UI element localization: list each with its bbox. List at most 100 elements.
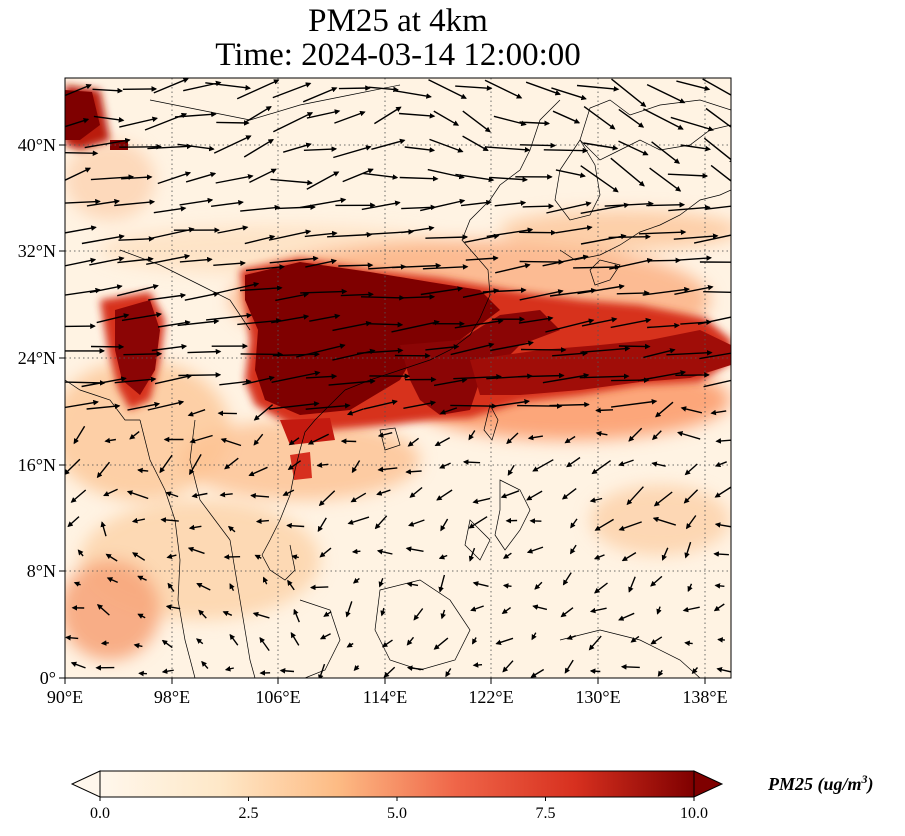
- colorbar-tick-label: 7.5: [536, 805, 556, 822]
- wind-arrow: [81, 376, 127, 388]
- wind-arrow: [534, 581, 543, 590]
- wind-arrow: [656, 606, 662, 615]
- wind-arrow: [340, 291, 374, 298]
- wind-arrow: [189, 454, 202, 476]
- wind-arrow: [552, 110, 581, 124]
- wind-arrow: [100, 640, 109, 646]
- wind-arrow: [637, 370, 687, 382]
- wind-arrow: [468, 430, 476, 441]
- wind-arrow: [425, 344, 460, 351]
- wind-arrow: [465, 255, 499, 262]
- wind-arrow: [250, 493, 270, 499]
- x-tick-label: 98°E: [154, 687, 190, 707]
- wind-arrow: [715, 438, 731, 444]
- wind-arrow: [271, 314, 310, 324]
- wind-arrow: [272, 351, 321, 358]
- wind-arrow: [714, 461, 727, 467]
- wind-arrow: [552, 350, 589, 357]
- wind-arrow: [255, 518, 269, 525]
- map-plot-area: [65, 78, 731, 678]
- wind-arrow: [65, 84, 92, 97]
- wind-arrow: [436, 489, 453, 501]
- wind-arrow: [309, 313, 341, 322]
- wind-arrow: [595, 430, 608, 437]
- wind-arrow: [338, 262, 374, 269]
- wind-arrow: [275, 292, 310, 302]
- wind-arrow: [716, 667, 731, 673]
- wind-arrow: [65, 198, 101, 205]
- wind-arrow: [486, 227, 534, 238]
- wind-arrow: [646, 83, 686, 104]
- wind-arrow: [676, 80, 711, 92]
- wind-arrow: [643, 108, 684, 130]
- wind-arrow: [338, 85, 371, 91]
- wind-arrow: [674, 284, 714, 295]
- wind-arrow: [580, 165, 619, 193]
- wind-arrow: [440, 518, 449, 532]
- wind-arrow: [680, 406, 703, 414]
- wind-arrow: [350, 492, 367, 503]
- wind-arrow: [555, 169, 586, 178]
- wind-arrow: [462, 459, 481, 465]
- wind-arrow: [717, 637, 725, 643]
- wind-arrow: [680, 144, 712, 152]
- wind-arrow: [67, 516, 80, 528]
- wind-arrow: [618, 521, 642, 531]
- wind-arrow: [495, 263, 531, 274]
- wind-arrow: [304, 230, 338, 238]
- wind-arrow: [296, 343, 346, 358]
- wind-arrow: [213, 260, 246, 267]
- wind-arrow: [593, 554, 605, 560]
- wind-arrow: [114, 199, 156, 207]
- wind-arrow: [530, 668, 545, 678]
- wind-arrow: [705, 107, 731, 128]
- wind-vectors: [65, 78, 731, 678]
- wind-arrow: [655, 401, 674, 418]
- wind-arrow: [248, 466, 268, 477]
- map-frame: [64, 77, 732, 679]
- wind-arrow: [433, 110, 460, 126]
- wind-arrow: [714, 522, 731, 528]
- wind-arrow: [65, 257, 97, 267]
- wind-arrow: [406, 581, 419, 588]
- wind-arrow: [300, 288, 348, 295]
- colorbar-label-main: PM25 (ug/m: [768, 774, 862, 794]
- wind-arrow: [277, 204, 316, 210]
- wind-arrow: [560, 607, 574, 618]
- wind-arrow: [472, 581, 489, 587]
- wind-arrow: [661, 547, 669, 561]
- wind-arrow: [495, 637, 514, 645]
- wind-arrow: [77, 549, 84, 557]
- wind-arrow: [215, 173, 254, 184]
- x-tick-label: 90°E: [47, 687, 83, 707]
- wind-arrow: [545, 318, 595, 333]
- x-tick-label: 138°E: [682, 687, 727, 707]
- colorbar-label-close: ): [867, 774, 874, 794]
- wind-arrow: [650, 636, 663, 645]
- wind-arrow: [222, 610, 233, 617]
- wind-arrow: [352, 577, 360, 584]
- wind-arrow: [290, 632, 300, 646]
- wind-arrow: [394, 90, 432, 99]
- wind-arrow: [580, 345, 631, 353]
- wind-arrow: [462, 110, 491, 133]
- wind-arrow: [89, 256, 125, 266]
- wind-arrow: [196, 638, 204, 645]
- wind-arrow: [376, 489, 391, 496]
- wind-arrow: [70, 661, 86, 669]
- wind-arrow: [65, 150, 99, 157]
- wind-arrow: [450, 342, 495, 356]
- wind-arrow: [647, 257, 682, 264]
- wind-arrow: [438, 554, 448, 560]
- wind-arrow: [532, 604, 548, 611]
- wind-arrow: [542, 372, 590, 384]
- wind-arrow: [65, 399, 99, 409]
- wind-arrow: [374, 106, 402, 125]
- wind-arrow: [287, 579, 295, 591]
- wind-arrow: [167, 582, 175, 592]
- wind-arrow: [610, 317, 652, 329]
- wind-arrow: [240, 204, 281, 212]
- wind-arrow: [378, 578, 384, 588]
- wind-arrow: [65, 287, 102, 296]
